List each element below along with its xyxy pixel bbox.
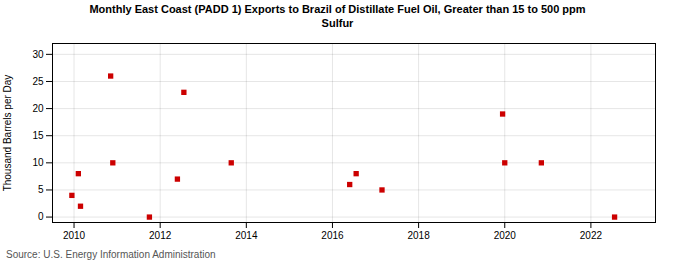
html-text:Monthly East Coast (PADD 1) Ex: Monthly East Coast (PADD 1) Exports to B… — [89, 3, 586, 29]
svg-text:0: 0 — [38, 211, 44, 222]
svg-text:20: 20 — [32, 102, 44, 113]
svg-text:2020: 2020 — [494, 229, 517, 240]
html-text:Source: U.S. Energy Informatio: Source: U.S. Energy Information Administ… — [6, 248, 216, 260]
svg-text:2010: 2010 — [63, 229, 86, 240]
svg-text:25: 25 — [32, 75, 44, 86]
svg-text:2014: 2014 — [235, 229, 258, 240]
svg-text:2012: 2012 — [149, 229, 172, 240]
svg-text:2018: 2018 — [407, 229, 430, 240]
svg-text:10: 10 — [32, 157, 44, 168]
svg-text:2022: 2022 — [580, 229, 603, 240]
svg-text:Thousand Barrels per Day: Thousand Barrels per Day — [2, 74, 13, 191]
svg-text:2016: 2016 — [321, 229, 344, 240]
svg-text:15: 15 — [32, 129, 44, 140]
svg-text:5: 5 — [38, 184, 44, 195]
svg-text:30: 30 — [32, 48, 44, 59]
